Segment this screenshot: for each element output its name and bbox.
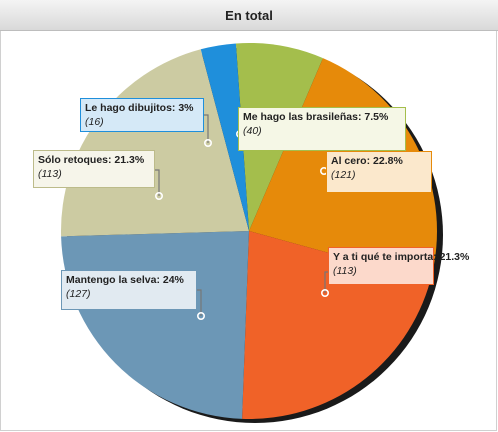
pie-slice-4[interactable] [61,49,249,237]
slice-label-2: Y a ti qué te importa: 21.3% (113) [328,247,470,285]
label-connector-4 [155,169,160,196]
label-connector-2 [324,271,328,293]
slice-label-title: Mantengo la selva: 24% [66,274,184,286]
label-connector-3 [197,289,202,316]
slice-label-5: Le hago dibujitos: 3% (16) [80,98,204,132]
chart-frame [0,31,497,431]
slice-label-title: Y a ti qué te importa: 21.3% [333,251,470,263]
slice-label-count: (40) [243,125,262,137]
slice-label-title: Me hago las brasileñas: 7.5% [243,111,389,123]
label-anchor-4 [155,192,164,201]
label-connector-5 [204,114,209,143]
pie-slice-5[interactable] [200,43,249,231]
label-anchor-3 [197,311,206,320]
chart-header: En total [0,0,498,31]
slice-label-count: (113) [333,265,357,277]
label-anchor-2 [320,288,329,297]
slice-label-4: Sólo retoques: 21.3% (113) [33,150,155,188]
slice-label-count: (113) [38,168,62,180]
slice-label-title: Le hago dibujitos: 3% [85,102,194,114]
slice-label-title: Al cero: 22.8% [331,155,403,167]
slice-label-0: Me hago las brasileñas: 7.5% (40) [238,107,406,151]
slice-label-count: (16) [85,116,104,128]
label-anchor-5 [204,139,213,148]
pie-slice-3[interactable] [61,231,250,419]
slice-label-3: Mantengo la selva: 24% (127) [61,270,197,310]
slice-label-1: Al cero: 22.8% (121) [326,151,432,193]
chart-title: En total [225,7,273,23]
slice-label-title: Sólo retoques: 21.3% [38,154,145,166]
slice-label-count: (121) [331,169,356,181]
slice-label-count: (127) [66,288,91,300]
